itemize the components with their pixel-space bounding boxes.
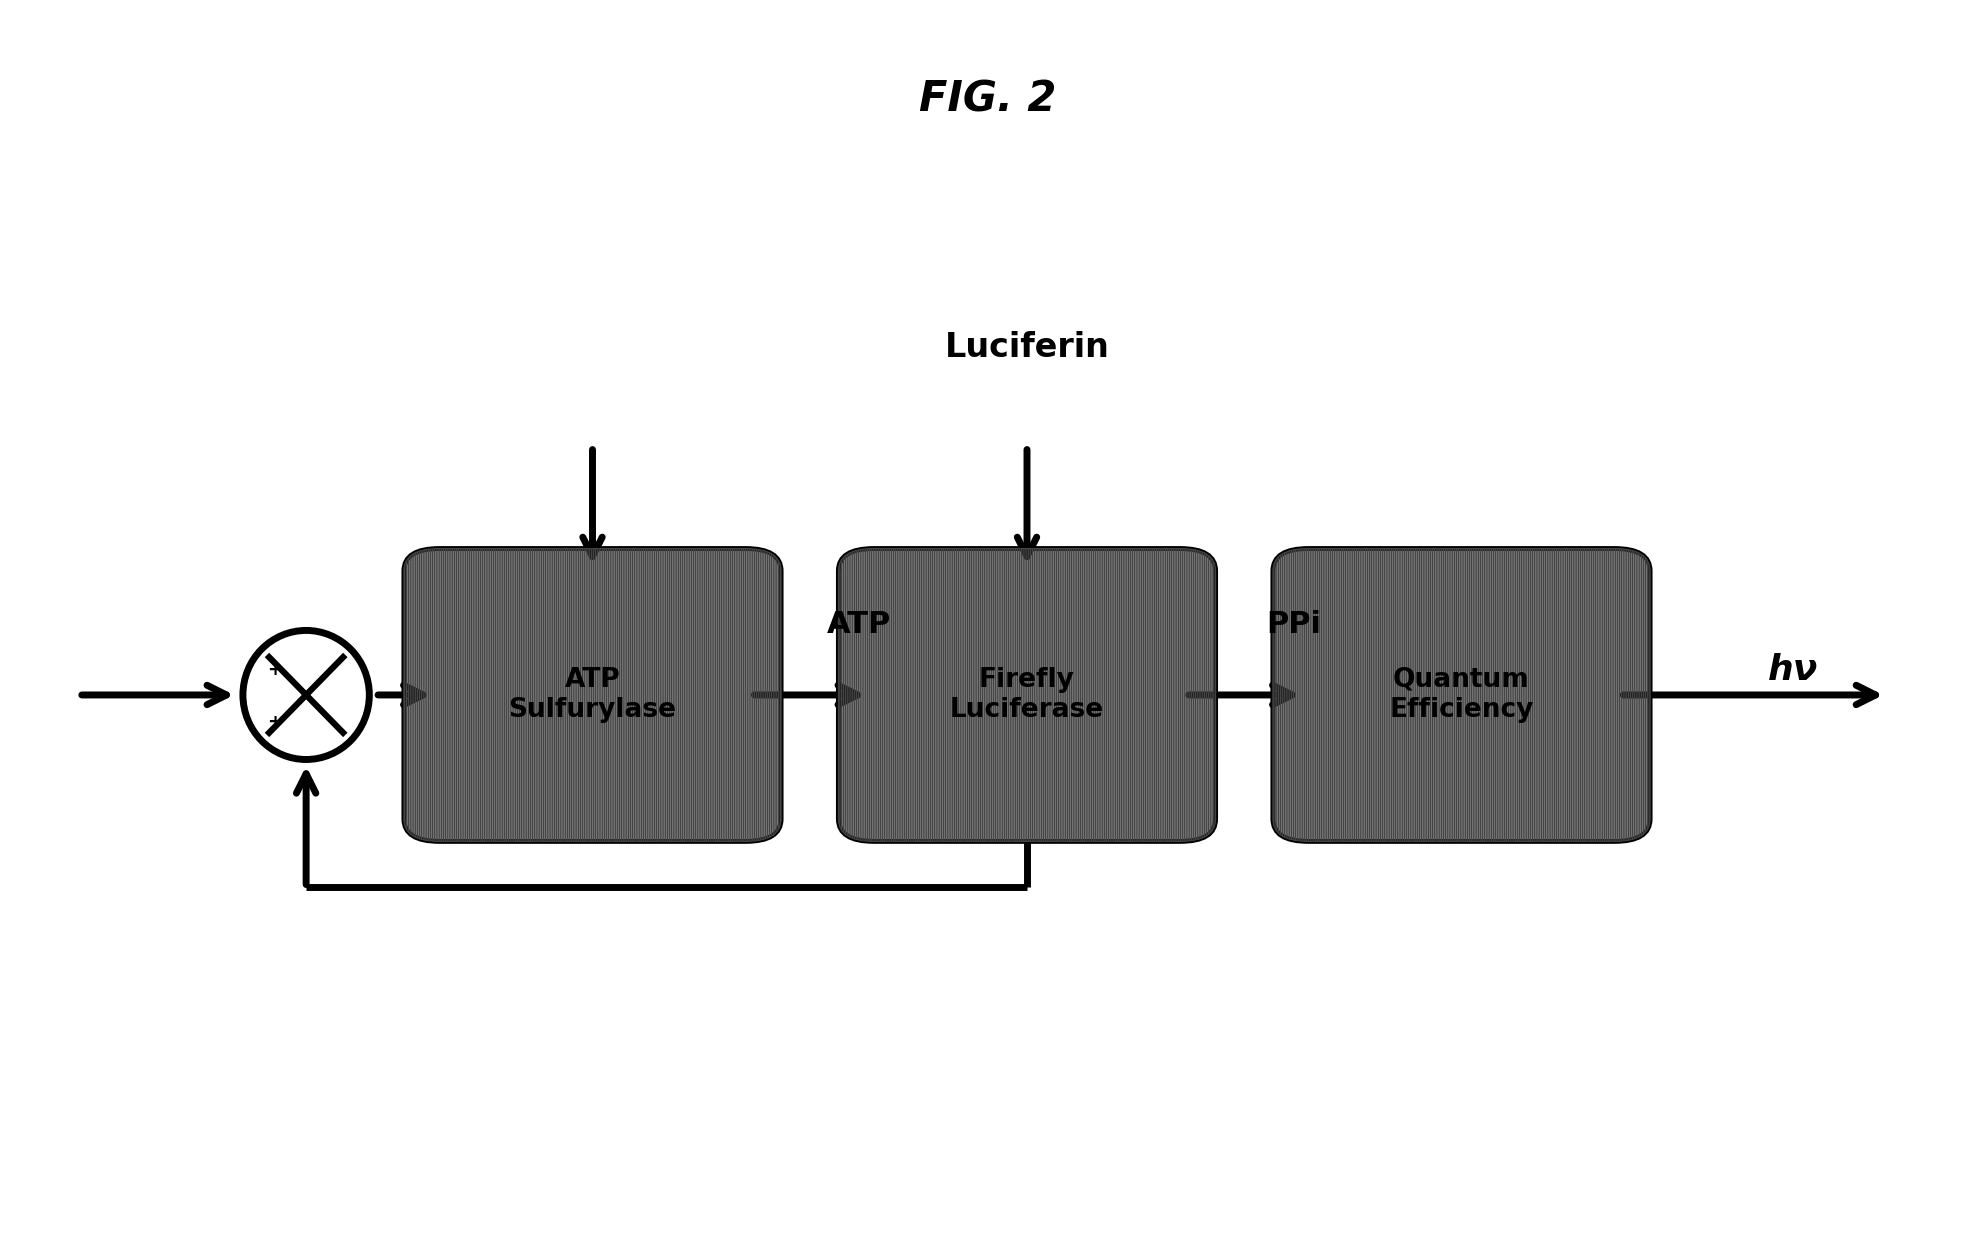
Text: ATP: ATP [828, 611, 891, 639]
Text: +: + [267, 714, 282, 731]
FancyBboxPatch shape [405, 549, 782, 841]
Ellipse shape [243, 630, 369, 759]
Text: Luciferin: Luciferin [944, 331, 1110, 364]
Text: FIG. 2: FIG. 2 [918, 78, 1057, 120]
FancyBboxPatch shape [837, 549, 1217, 841]
Text: +: + [267, 661, 282, 679]
Text: ATP
Sulfurylase: ATP Sulfurylase [508, 666, 677, 724]
FancyBboxPatch shape [1272, 549, 1649, 841]
Text: Firefly
Luciferase: Firefly Luciferase [950, 666, 1104, 724]
Text: hν: hν [1768, 653, 1819, 688]
Text: PPi: PPi [1266, 611, 1321, 639]
Text: Quantum
Efficiency: Quantum Efficiency [1388, 666, 1535, 724]
